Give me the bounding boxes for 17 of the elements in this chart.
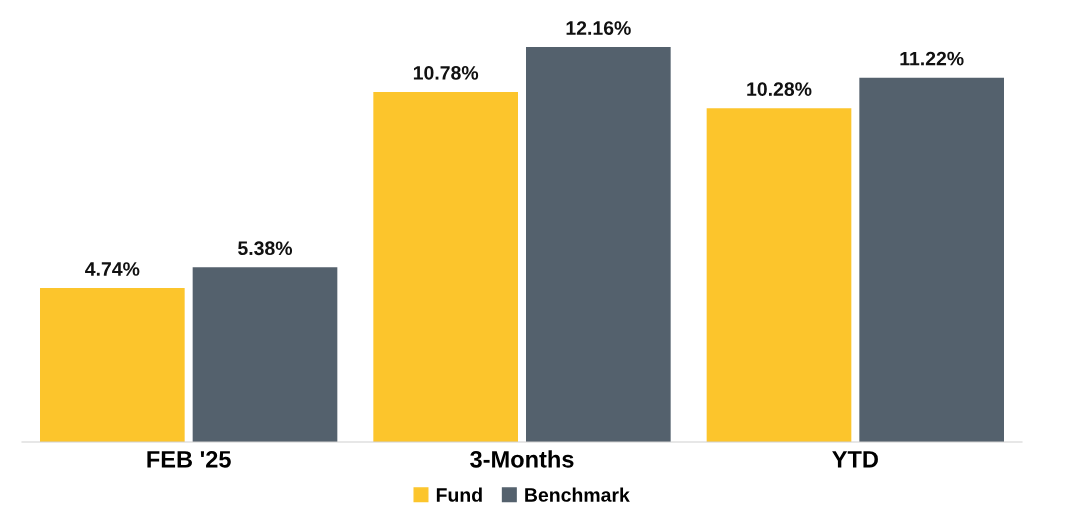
x-tick-label: 3-Months [470,450,574,468]
data-label: 12.16% [566,21,631,35]
x-tick-label: YTD [832,451,878,468]
data-label: 5.38% [238,241,293,256]
bar [706,108,852,442]
legend-label: Fund [436,487,482,502]
bar [859,77,1004,442]
data-label: 11.22% [900,51,964,66]
x-tick-label: FEB '25 [147,450,231,468]
data-label: 10.78% [413,65,479,80]
bar [40,288,185,442]
bar [373,91,518,442]
data-label: 4.74% [85,262,140,276]
data-label: 10.28% [747,82,812,96]
legend-label: Benchmark [525,487,630,502]
bar [192,267,338,442]
bar [526,47,671,442]
